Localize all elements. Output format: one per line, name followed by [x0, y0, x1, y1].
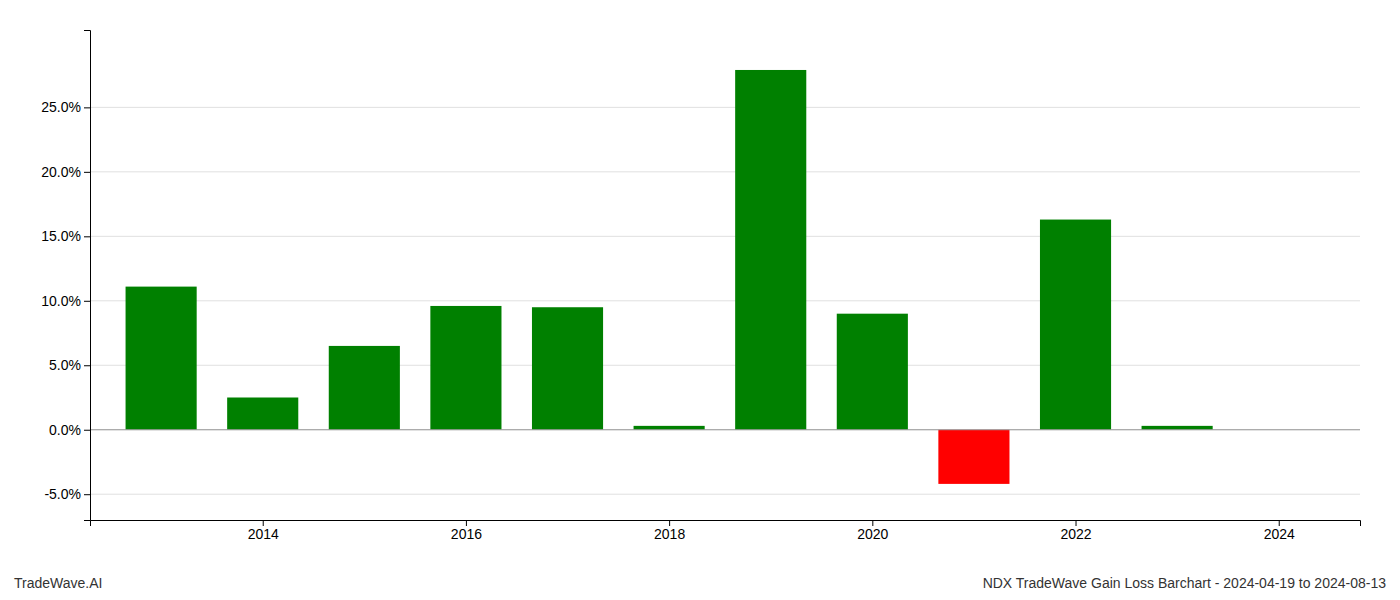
footer-text: TradeWave.AI [14, 575, 102, 591]
y-tick-mark [84, 494, 90, 495]
grid-line [90, 494, 1360, 495]
y-tick-mark [84, 107, 90, 108]
zero-line [90, 429, 1360, 430]
y-tick: 25.0% [41, 99, 90, 115]
y-tick-label: 5.0% [49, 357, 81, 373]
bar [938, 430, 1009, 484]
y-tick: 20.0% [41, 164, 90, 180]
x-tick: 2022 [1060, 520, 1091, 542]
bar [735, 70, 806, 430]
bar [634, 426, 705, 430]
y-tick-mark [84, 301, 90, 302]
x-tick: 2018 [654, 520, 685, 542]
x-tick-label: 2020 [857, 526, 888, 542]
grid-line [90, 429, 1360, 430]
x-tick-label: 2016 [451, 526, 482, 542]
bar [1040, 220, 1111, 430]
y-tick: 5.0% [49, 357, 90, 373]
x-tick: 2014 [248, 520, 279, 542]
x-tick-label: 2018 [654, 526, 685, 542]
x-tick-label: 2022 [1060, 526, 1091, 542]
y-axis-line [84, 31, 91, 521]
y-tick: 15.0% [41, 228, 90, 244]
bar [329, 346, 400, 430]
y-tick-mark [84, 236, 90, 237]
y-tick: 10.0% [41, 293, 90, 309]
bar [1142, 426, 1213, 430]
y-tick-label: 25.0% [41, 99, 81, 115]
y-tick: -5.0% [44, 486, 90, 502]
chart: 2014 2016 2018 2020 2022 2024 -5.0% 0.0% 5.0% 10.… [0, 0, 1400, 600]
x-tick-label: 2024 [1264, 526, 1295, 542]
grid-line [90, 171, 1360, 172]
x-tick: 2024 [1264, 520, 1295, 542]
x-axis: 2014 2016 2018 2020 2022 2024 [91, 520, 1361, 542]
bar [430, 306, 501, 430]
bars [126, 70, 1213, 484]
bar [227, 398, 298, 430]
grid [90, 107, 1360, 494]
grid-line [90, 107, 1360, 108]
y-tick-label: 0.0% [49, 422, 81, 438]
y-tick-label: -5.0% [44, 486, 81, 502]
footer-text: NDX TradeWave Gain Loss Barchart - 2024-… [983, 575, 1387, 591]
y-tick-mark [84, 430, 90, 431]
y-tick-label: 10.0% [41, 293, 81, 309]
x-tick: 2020 [857, 520, 888, 542]
bar [126, 287, 197, 430]
x-tick-label: 2014 [248, 526, 279, 542]
y-tick-mark [84, 172, 90, 173]
bar [532, 307, 603, 430]
x-tick: 2016 [451, 520, 482, 542]
grid-line [90, 236, 1360, 237]
y-tick-label: 15.0% [41, 228, 81, 244]
y-tick-mark [84, 365, 90, 366]
grid-line [90, 365, 1360, 366]
y-tick: 0.0% [49, 422, 90, 438]
y-tick-label: 20.0% [41, 164, 81, 180]
x-axis-line [91, 521, 1361, 527]
bar [837, 314, 908, 430]
y-axis: -5.0% 0.0% 5.0% 10.0% 15.0% 20.0% 25.0% [41, 31, 90, 521]
grid-line [90, 300, 1360, 301]
